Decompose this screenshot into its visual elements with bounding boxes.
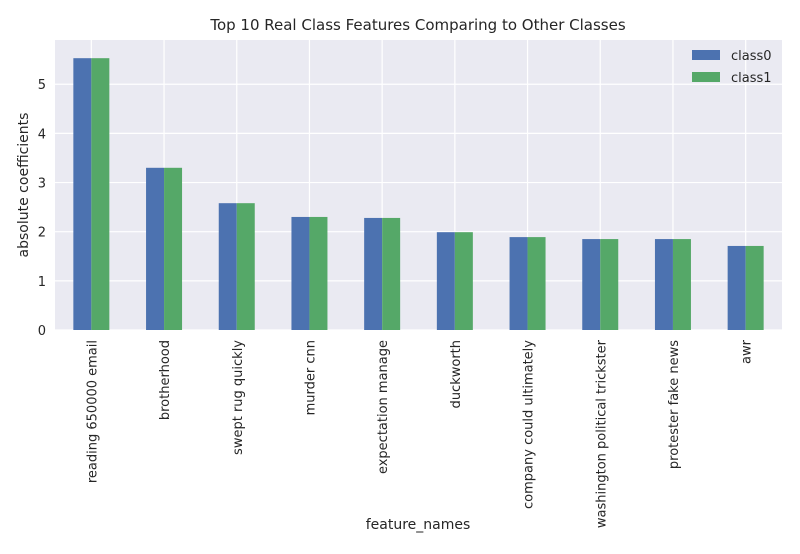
x-tick-label: washington political trickster [594, 339, 609, 528]
bar-class0 [73, 58, 92, 331]
y-tick-label: 0 [38, 324, 46, 339]
x-tick-label: expectation manage [376, 340, 391, 474]
bar-class1 [236, 203, 255, 330]
bar-class1 [382, 217, 401, 330]
legend-label-class0: class0 [731, 49, 772, 64]
legend-swatch-class0 [692, 50, 720, 60]
legend-label-class1: class1 [731, 71, 772, 86]
x-tick-label: awr [740, 339, 755, 364]
bar-class0 [291, 216, 310, 330]
bar-class0 [218, 203, 237, 330]
bar-class0 [727, 245, 746, 330]
bar-class0 [146, 167, 165, 330]
bar-class1 [454, 232, 473, 330]
legend: class0 class1 [692, 49, 772, 86]
y-tick-label: 3 [38, 177, 46, 192]
bar-class1 [164, 167, 183, 330]
y-axis-label: absolute coefficients [16, 113, 32, 258]
x-tick-label: reading 650000 email [85, 340, 100, 483]
y-tick-labels: 0 1 2 3 4 5 [38, 78, 46, 339]
x-tick-label: company could ultimately [522, 340, 537, 509]
bar-class1 [527, 237, 546, 330]
bar-class0 [364, 217, 383, 330]
chart-title: Top 10 Real Class Features Comparing to … [209, 16, 626, 34]
bar-class1 [672, 239, 691, 330]
x-tick-labels: reading 650000 email brotherhood swept rug… [85, 339, 754, 528]
bar-class1 [745, 245, 764, 330]
x-tick-label: protester fake news [667, 340, 682, 469]
y-tick-label: 4 [38, 127, 46, 142]
x-tick-label: murder cnn [303, 340, 318, 415]
x-tick-label: duckworth [449, 340, 464, 408]
bar-class0 [582, 239, 601, 330]
bar-class0 [509, 237, 528, 330]
y-tick-label: 1 [38, 275, 46, 290]
bar-class0 [654, 239, 673, 330]
bars [73, 58, 764, 331]
bar-class0 [436, 232, 455, 330]
y-tick-label: 2 [38, 226, 46, 241]
y-tick-label: 5 [38, 78, 46, 93]
bar-class1 [309, 216, 328, 330]
x-tick-label: brotherhood [158, 340, 173, 420]
bar-class1 [91, 58, 110, 331]
x-tick-label: swept rug quickly [231, 340, 246, 455]
bar-class1 [600, 239, 619, 330]
x-axis-label: feature_names [366, 517, 471, 533]
legend-swatch-class1 [692, 72, 720, 82]
